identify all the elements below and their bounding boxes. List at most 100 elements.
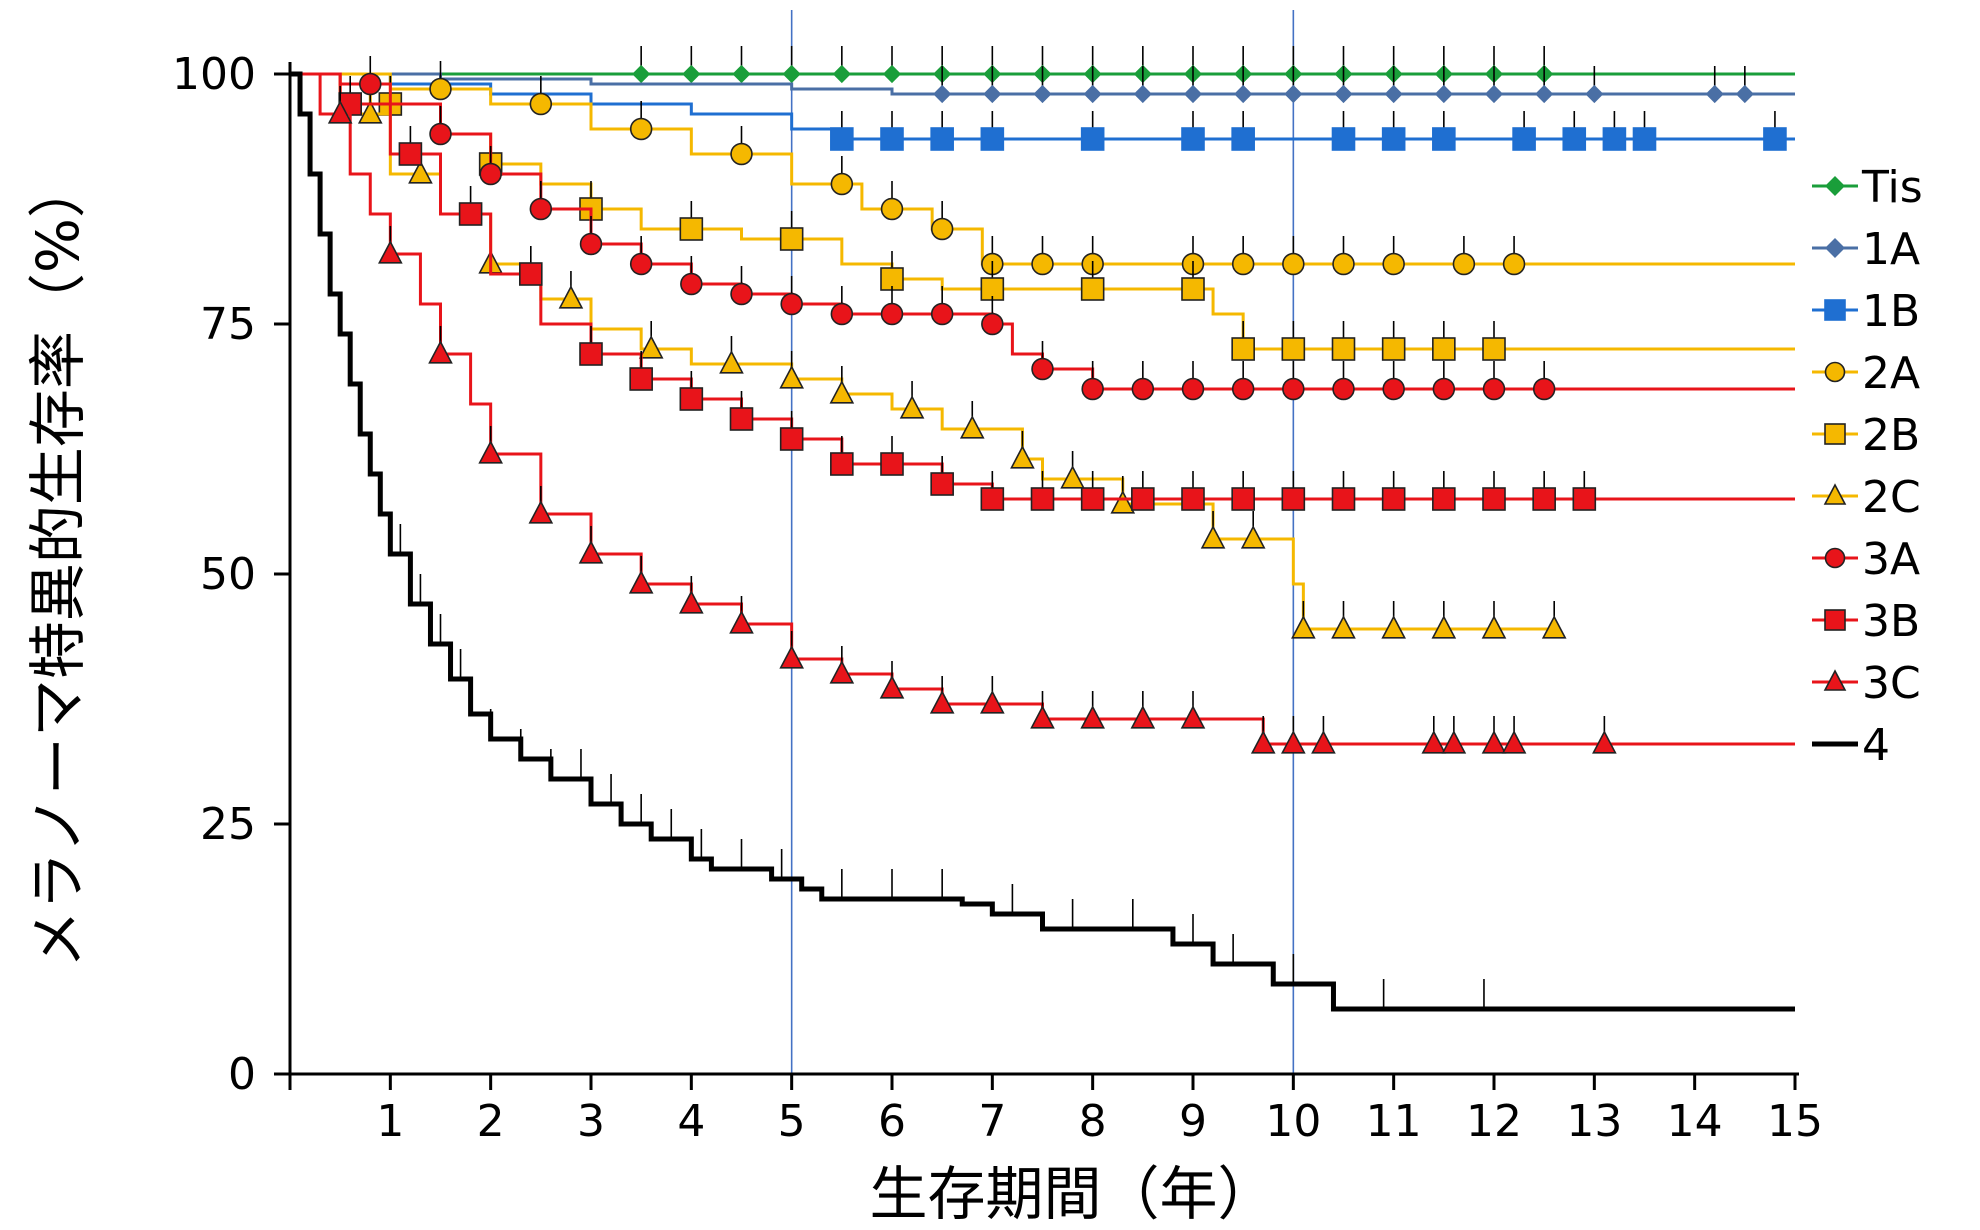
- y-tick-label: 50: [200, 549, 256, 600]
- data-marker: [1080, 127, 1105, 151]
- data-marker: [1010, 445, 1035, 469]
- data-marker: [880, 127, 904, 151]
- data-marker: [779, 365, 804, 389]
- data-marker: [1334, 84, 1353, 104]
- x-tick-label: 10: [1265, 1096, 1321, 1147]
- data-marker: [680, 272, 703, 296]
- x-tick-label: 11: [1366, 1096, 1422, 1147]
- data-marker: [1512, 127, 1536, 151]
- legend-item-3A: 3A: [1812, 534, 1920, 585]
- data-marker: [1234, 84, 1253, 104]
- data-marker: [880, 452, 904, 476]
- data-marker: [1250, 730, 1276, 754]
- data-marker: [1763, 127, 1787, 151]
- data-marker: [1311, 730, 1336, 754]
- data-marker: [679, 590, 704, 614]
- data-marker: [980, 487, 1005, 511]
- data-marker: [782, 64, 801, 84]
- y-tick-label: 100: [172, 49, 256, 100]
- x-tick-label: 9: [1179, 1096, 1207, 1147]
- data-marker: [1381, 615, 1406, 639]
- data-marker: [1200, 525, 1226, 549]
- x-tick-label: 12: [1466, 1096, 1522, 1147]
- data-marker: [629, 117, 653, 141]
- data-marker: [1331, 337, 1356, 361]
- legend-item-2B: 2B: [1812, 410, 1920, 461]
- legend-item-Tis: Tis: [1812, 162, 1923, 213]
- y-tick-label: 0: [228, 1049, 256, 1100]
- data-marker: [1452, 252, 1476, 276]
- data-marker: [882, 64, 902, 84]
- data-marker: [899, 395, 925, 419]
- data-marker: [732, 64, 751, 84]
- data-marker: [1432, 487, 1456, 511]
- data-marker: [1231, 127, 1255, 151]
- data-marker: [1030, 487, 1055, 511]
- data-marker: [1592, 730, 1617, 754]
- data-marker: [1501, 730, 1527, 754]
- data-marker: [1281, 487, 1306, 511]
- y-axis-title: メラノーマ特異的生存率（%）: [24, 160, 92, 968]
- x-tick-label: 5: [778, 1096, 806, 1147]
- data-marker: [478, 440, 503, 464]
- data-marker: [983, 84, 1002, 104]
- data-marker: [1481, 615, 1507, 639]
- data-marker: [1432, 127, 1456, 151]
- data-marker: [1535, 84, 1554, 104]
- series-line: [290, 72, 1795, 351]
- data-marker: [1181, 487, 1205, 511]
- data-marker: [1240, 525, 1266, 549]
- data-marker: [830, 452, 854, 476]
- data-marker: [1031, 357, 1054, 381]
- legend-swatch-marker: [1825, 176, 1845, 196]
- legend-label: 2C: [1862, 472, 1921, 523]
- data-marker: [1231, 377, 1255, 401]
- data-marker: [579, 232, 603, 256]
- data-marker: [1432, 337, 1456, 361]
- data-marker: [638, 335, 664, 359]
- legend-swatch-marker: [1823, 669, 1847, 691]
- data-marker: [1081, 377, 1104, 401]
- legend-label: Tis: [1861, 162, 1923, 213]
- data-marker: [1384, 84, 1403, 104]
- data-marker: [629, 252, 653, 276]
- data-marker: [1541, 615, 1567, 639]
- legend-item-3B: 3B: [1812, 596, 1920, 647]
- x-tick-label: 15: [1767, 1096, 1823, 1147]
- data-marker: [1080, 487, 1105, 511]
- y-tick-label: 25: [200, 799, 256, 850]
- data-marker: [1482, 377, 1506, 401]
- data-marker: [1131, 487, 1155, 511]
- series-2A: [290, 61, 1795, 276]
- data-marker: [1332, 377, 1355, 401]
- data-marker: [1181, 377, 1205, 401]
- data-marker: [1183, 84, 1203, 104]
- data-marker: [1632, 127, 1657, 151]
- data-marker: [1381, 487, 1406, 511]
- legend-label: 1B: [1862, 286, 1920, 337]
- data-marker: [398, 142, 423, 166]
- legend-item-2A: 2A: [1812, 348, 1920, 399]
- x-tick-label: 13: [1566, 1096, 1622, 1147]
- data-marker: [1331, 127, 1356, 151]
- data-marker: [1481, 730, 1507, 754]
- data-marker: [1110, 490, 1136, 514]
- x-tick-label: 3: [577, 1096, 605, 1147]
- data-marker: [1482, 487, 1506, 511]
- legend-swatch-marker: [1825, 238, 1845, 258]
- data-marker: [632, 64, 651, 84]
- data-marker: [779, 645, 804, 669]
- data-marker: [930, 302, 954, 326]
- data-marker: [729, 610, 754, 634]
- legend-swatch-marker: [1824, 609, 1846, 631]
- data-marker: [779, 227, 804, 251]
- data-marker: [1181, 127, 1205, 151]
- data-marker: [830, 172, 854, 196]
- data-marker: [1281, 337, 1306, 361]
- data-marker: [1282, 377, 1305, 401]
- data-marker: [930, 472, 954, 496]
- data-marker: [1431, 615, 1457, 639]
- data-marker: [629, 367, 653, 391]
- data-marker: [1060, 465, 1085, 489]
- data-marker: [578, 540, 604, 564]
